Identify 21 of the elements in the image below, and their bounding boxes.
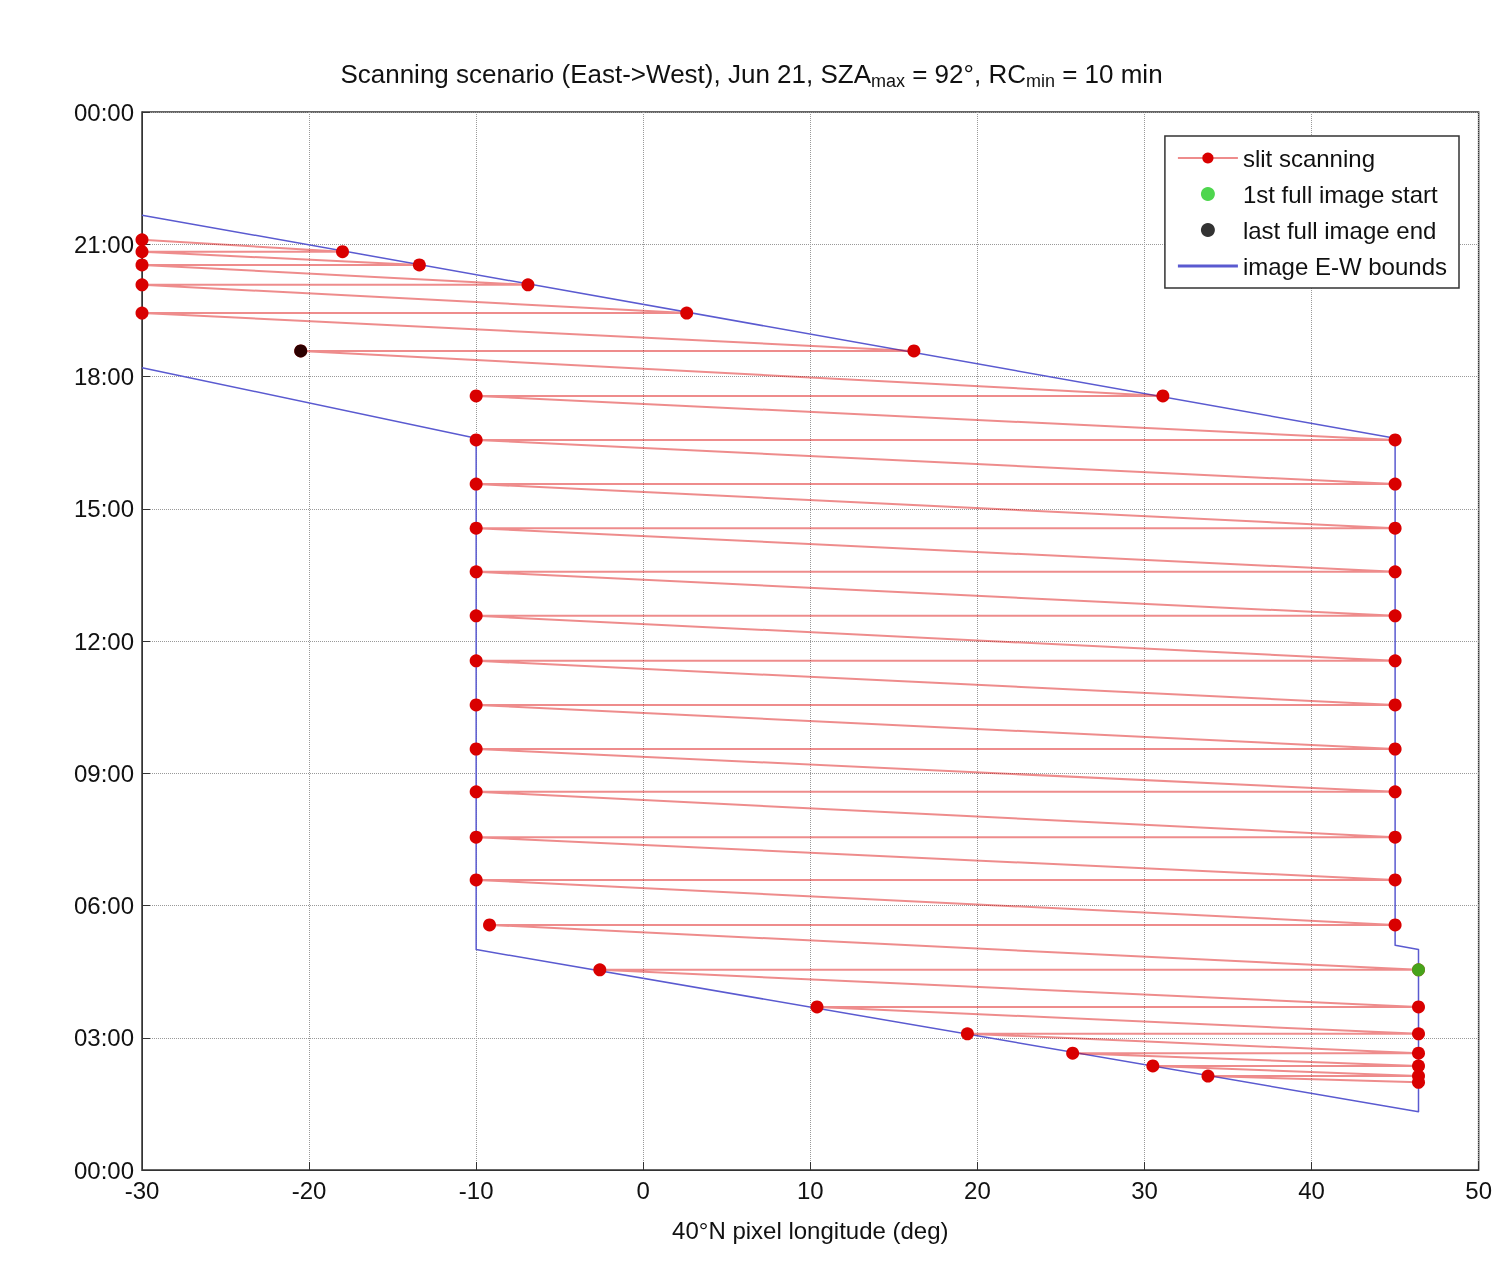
y-tick-label: 21:00 (73, 230, 134, 258)
x-tick-label: 30 (1131, 1176, 1158, 1204)
y-tick-label: 09:00 (73, 759, 134, 787)
y-tick-label: 06:00 (73, 892, 134, 919)
y-tick-label: 12:00 (73, 627, 134, 655)
legend-label: image E-W bounds (1242, 252, 1447, 280)
x-tick-label: 50 (1465, 1176, 1492, 1204)
x-tick-label: -10 (458, 1176, 494, 1204)
y-tick-label: 18:00 (73, 363, 134, 390)
x-tick-label: 20 (964, 1176, 991, 1204)
x-tick-label: -20 (291, 1176, 327, 1204)
x-axis-title: 40°N pixel longitude (deg) (672, 1216, 949, 1244)
x-tick-label: 0 (636, 1176, 650, 1204)
y-tick-label: 03:00 (73, 1024, 134, 1052)
y-tick-label: 15:00 (73, 495, 134, 523)
legend-label: last full image end (1242, 216, 1437, 244)
legend-label: 1st full image start (1242, 180, 1438, 208)
y-tick-label: 00:00 (73, 98, 134, 126)
x-tick-label: 40 (1298, 1176, 1325, 1204)
x-tick-label: 10 (796, 1176, 824, 1204)
legend-label: slit scanning (1242, 144, 1375, 172)
